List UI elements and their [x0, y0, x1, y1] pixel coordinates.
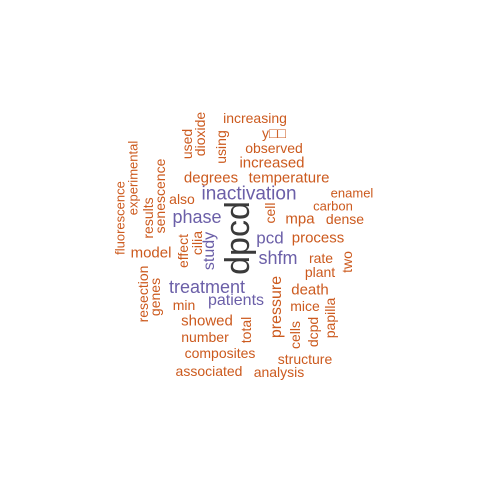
word-dense: dense [325, 211, 365, 227]
word-degrees: degrees [183, 169, 239, 187]
word-dioxide: dioxide [192, 111, 208, 157]
word-structure: structure [277, 351, 333, 367]
word-using: using [213, 130, 229, 164]
word-cilia: cilia [189, 230, 205, 256]
word-dcpd: dcpd [305, 316, 321, 348]
word-y: y□□ [262, 125, 286, 141]
word-phase: phase [172, 207, 222, 227]
word-analysis: analysis [253, 364, 305, 380]
word-fluorescence: fluorescence [112, 181, 128, 255]
word-temperature: temperature [248, 169, 330, 187]
word-inactivation: inactivation [201, 183, 297, 205]
word-total: total [238, 316, 254, 344]
word-carbon: carbon [313, 198, 353, 214]
word-associated: associated [175, 363, 243, 379]
word-process: process [291, 229, 345, 247]
word-enamel: enamel [330, 185, 374, 201]
word-cells: cells [287, 320, 303, 350]
word-also: also [169, 191, 195, 207]
word-death: death [291, 281, 329, 299]
word-showed: showed [181, 312, 233, 330]
word-composites: composites [184, 345, 256, 361]
word-resection: resection [135, 265, 151, 323]
word-increasing: increasing [223, 110, 287, 126]
word-pcd: pcd [256, 228, 284, 248]
word-dpcd: dpcd [219, 201, 257, 275]
word-mpa: mpa [285, 210, 315, 228]
word-cell: cell [262, 202, 278, 224]
word-rate: rate [308, 250, 334, 266]
word-mice: mice [290, 298, 320, 314]
word-number: number [181, 329, 229, 345]
word-increased: increased [239, 154, 305, 172]
word-papilla: papilla [322, 297, 338, 339]
word-plant: plant [304, 264, 336, 280]
word-two: two [339, 251, 355, 273]
word-treatment: treatment [168, 277, 246, 297]
word-pressure: pressure [268, 275, 285, 339]
word-results: results [140, 197, 156, 239]
word-shfm: shfm [258, 248, 298, 268]
word-patients: patients [207, 292, 265, 309]
word-observed: observed [245, 140, 303, 156]
word-min: min [172, 297, 196, 313]
word-model: model [130, 244, 172, 262]
word-experimental: experimental [125, 140, 141, 216]
word-effect: effect [175, 234, 191, 268]
